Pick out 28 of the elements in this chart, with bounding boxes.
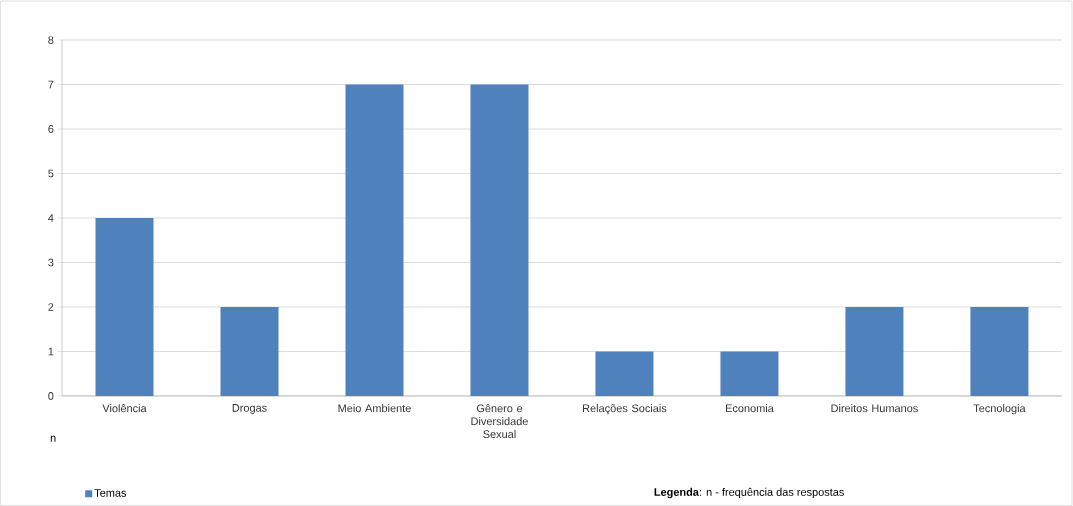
y-tick-label: 3	[48, 258, 54, 267]
y-tick-label: 1	[48, 347, 54, 356]
x-tick-label: Direitos Humanos	[831, 404, 918, 413]
bar	[470, 84, 529, 396]
bar	[95, 217, 154, 396]
x-tick-label: Violência	[102, 404, 147, 413]
x-tick-label: Drogas	[232, 404, 267, 414]
bar	[720, 351, 779, 396]
text: Legenda: n - frequência das respostas	[654, 487, 844, 499]
bar	[595, 351, 654, 396]
x-tick-label: Tecnologia	[973, 404, 1026, 415]
x-tick-label: Economia	[725, 404, 774, 413]
y-tick-label: 5	[48, 169, 54, 178]
x-tick-label: Gênero e Diversidade Sexual	[471, 404, 528, 439]
y-tick-label: 4	[48, 214, 54, 222]
y-axis-title: n	[50, 435, 56, 442]
y-tick-label: 8	[48, 36, 54, 44]
y-tick-label: 7	[48, 80, 54, 89]
bar	[345, 84, 404, 396]
x-tick-label: Meio Ambiente	[338, 404, 411, 413]
bar	[845, 306, 904, 396]
bar	[220, 306, 279, 396]
x-tick-label: Relações Sociais	[583, 404, 667, 415]
y-tick-label: 2	[48, 303, 54, 311]
legend-label: Temas	[94, 489, 127, 497]
y-tick-label: 0	[48, 392, 54, 400]
bar	[970, 306, 1029, 396]
y-tick-label: 6	[48, 125, 54, 133]
